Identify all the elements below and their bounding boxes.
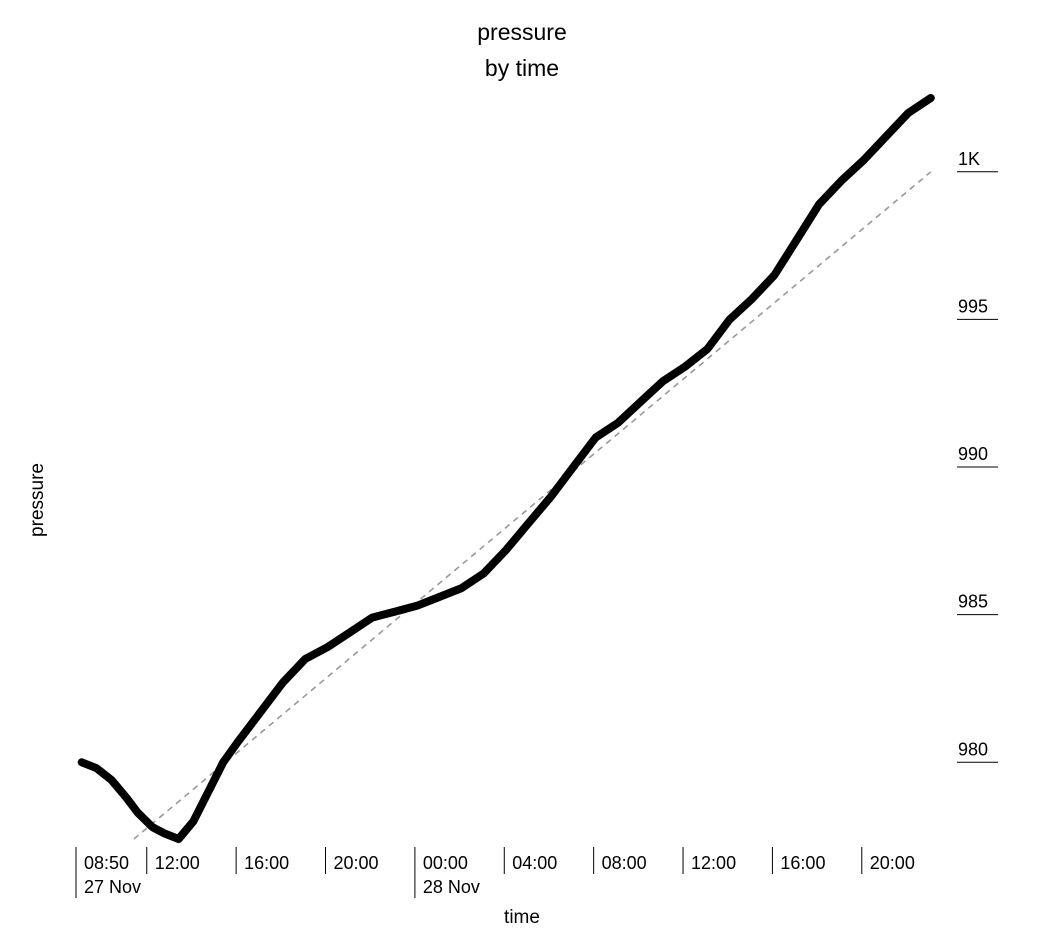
x-tick-label-9: 20:00 [870,853,915,873]
y-axis: 1K 995 990 985 980 [957,149,998,763]
x-tick-label-1: 12:00 [155,853,200,873]
y-tick-label-2: 990 [958,444,988,464]
x-tick-sublabel-4: 28 Nov [423,877,480,897]
x-tick-label-5: 04:00 [512,853,557,873]
y-axis-label: pressure [27,463,48,537]
x-tick-label-7: 12:00 [691,853,736,873]
x-tick-label-4: 00:00 [423,853,468,873]
x-tick-label-3: 20:00 [334,853,379,873]
x-tick-label-6: 08:00 [602,853,647,873]
x-tick-sublabel-0: 27 Nov [84,877,141,897]
y-tick-label-1: 995 [958,296,988,316]
trend-line [133,171,932,840]
y-tick-label-4: 980 [958,739,988,759]
x-axis: 08:50 27 Nov 12:00 16:00 20:00 00:00 28 Nov 04:… [75,847,915,898]
x-tick-label-8: 16:00 [780,853,825,873]
series-line [77,94,935,843]
y-tick-label-3: 985 [958,592,988,612]
y-tick-label-0: 1K [958,149,980,169]
x-tick-label-2: 16:00 [244,853,289,873]
x-tick-label-0: 08:50 [84,853,129,873]
chart-subtitle: by time [485,55,559,81]
x-axis-label: time [504,907,540,928]
chart-title: pressure [477,19,566,45]
